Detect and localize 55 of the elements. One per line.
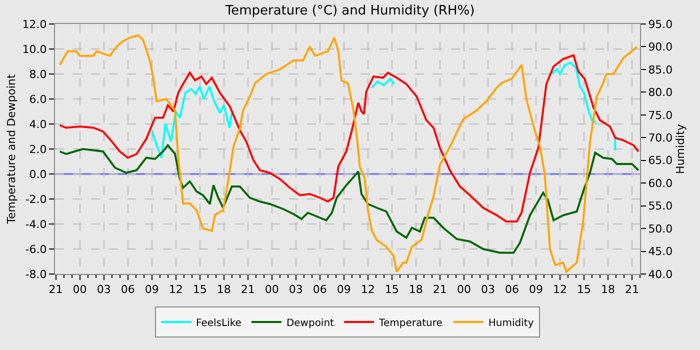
x-tick-label: 12	[360, 283, 375, 296]
y-tick-label: 6.0	[29, 92, 47, 106]
y-tick-label: 10.0	[22, 42, 47, 56]
y2-tick-label: 60.0	[648, 176, 673, 190]
y2-tick-label: 80.0	[648, 86, 673, 100]
y2-tick-label: 55.0	[648, 200, 673, 213]
x-tick-label: 06	[504, 283, 519, 296]
x-tick-label: 15	[192, 283, 207, 296]
x-tick-label: 21	[625, 283, 639, 296]
x-tick-label: 18	[408, 283, 423, 296]
x-tick-label: 21	[432, 283, 447, 296]
x-tick-label: 06	[312, 283, 327, 296]
x-tick-label: 03	[480, 283, 495, 296]
x-tick-label: 00	[264, 283, 279, 296]
x-tick-label: 09	[144, 283, 159, 296]
y-tick-label: -2.0	[25, 192, 47, 206]
x-tick-label: 12	[552, 283, 567, 296]
y-tick-label: 12.0	[22, 18, 47, 31]
y2-tick-label: 40.0	[648, 268, 673, 281]
x-tick-label: 00	[456, 283, 471, 296]
y-tick-label: 2.0	[29, 142, 47, 156]
x-tick-label: 15	[384, 283, 399, 296]
y-tick-label: 0.0	[29, 168, 47, 181]
y-tick-label: 8.0	[29, 68, 47, 81]
y2-tick-label: 95.0	[648, 18, 673, 31]
x-tick-label: 21	[240, 283, 255, 296]
y2-tick-label: 90.0	[648, 40, 673, 54]
y2-tick-label: 85.0	[648, 63, 673, 76]
y2-tick-label: 50.0	[648, 222, 673, 236]
chart-title: Temperature (°C) and Humidity (RH%)	[224, 3, 475, 18]
x-tick-label: 03	[288, 283, 303, 296]
x-tick-label: 18	[216, 283, 231, 296]
y-tick-label: -8.0	[25, 268, 47, 281]
x-tick-label: 21	[48, 283, 63, 296]
y-tick-label: 4.0	[29, 118, 47, 131]
legend-label: Humidity	[488, 318, 534, 329]
x-tick-label: 12	[168, 283, 183, 296]
x-tick-label: 00	[72, 283, 87, 296]
y2-axis-title: Humidity	[674, 124, 687, 174]
x-tick-label: 06	[120, 283, 135, 296]
x-tick-label: 15	[576, 283, 591, 296]
x-tick-label: 03	[96, 283, 111, 296]
y-tick-label: -6.0	[25, 242, 47, 256]
y2-tick-label: 75.0	[648, 108, 673, 122]
y-tick-label: -4.0	[25, 218, 47, 231]
legend-label: Dewpoint	[286, 318, 334, 329]
legend-label: FeelsLike	[196, 318, 242, 329]
legend-label: Temperature	[378, 318, 442, 329]
y-axis-title: Temperature and Dewpoint	[4, 73, 18, 225]
x-tick-label: 09	[336, 283, 351, 296]
x-tick-label: 09	[528, 283, 543, 296]
y2-tick-label: 70.0	[648, 131, 673, 144]
x-tick-label: 18	[600, 283, 615, 296]
y2-tick-label: 65.0	[648, 154, 673, 168]
y2-tick-label: 45.0	[648, 245, 673, 258]
